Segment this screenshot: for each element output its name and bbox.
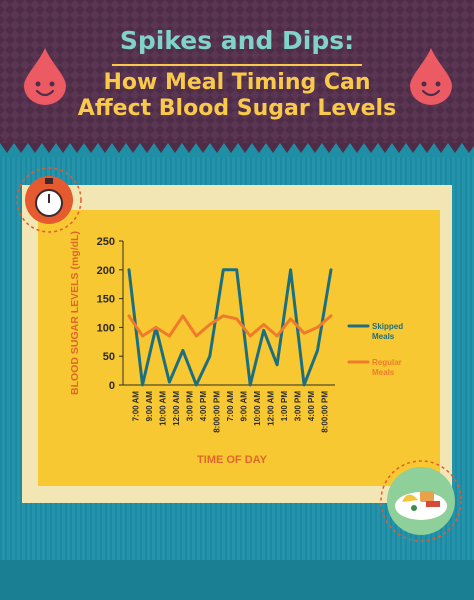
header-banner: Spikes and Dips: How Meal Timing Can Aff… [0,0,474,143]
title-line-3: Affect Blood Sugar Levels [77,96,397,121]
x-tick-label: 3:00 PM [186,391,195,422]
x-tick-label: 9:00 AM [145,391,154,422]
x-tick-label: 7:00 AM [226,391,235,422]
x-tick-label: 10:00 AM [253,391,262,426]
y-tick-label: 200 [97,265,115,277]
x-tick-label: 4:00 PM [307,391,316,422]
x-tick-label: 8:00:00 PM [213,391,222,433]
bottom-band [0,560,474,600]
y-axis-title: BLOOD SUGAR LEVELS (mg/dL) [69,231,81,395]
x-tick-label: 9:00 AM [239,391,248,422]
blood-drop-smiling-icon [24,48,66,105]
chart-board [38,210,440,486]
blood-drop-smiling-icon [410,48,452,105]
header-zigzag-edge [0,143,474,157]
x-tick-label: 12:00 AM [266,391,275,426]
y-tick-label: 50 [103,351,115,363]
title-line-1: Spikes and Dips: [119,26,355,55]
stopwatch-icon [16,167,82,233]
x-tick-label: 10:00 AM [159,391,168,426]
title-divider [112,64,362,66]
y-tick-label: 0 [109,380,115,392]
title-line-2: How Meal Timing Can [103,70,371,95]
meal-plate-icon [380,460,462,542]
x-tick-label: 7:00 AM [132,391,141,422]
x-tick-label: 12:00 AM [172,391,181,426]
x-tick-label: 3:00 PM [293,391,302,422]
x-tick-label: 1:00 PM [280,391,289,422]
title-line-2-3: How Meal Timing Can Affect Blood Sugar L… [0,70,474,122]
legend-label: Regular Meals [372,358,402,377]
x-axis-title: TIME OF DAY [197,454,268,466]
y-tick-label: 100 [97,322,115,334]
x-tick-label: 8:00:00 PM [320,391,329,433]
legend-label: Skipped Meals [372,322,403,341]
series-line-regular-meals [127,314,333,338]
header-pattern [0,0,474,143]
y-tick-label: 250 [97,236,115,248]
y-tick-label: 150 [97,294,115,306]
x-tick-label: 4:00 PM [199,391,208,422]
